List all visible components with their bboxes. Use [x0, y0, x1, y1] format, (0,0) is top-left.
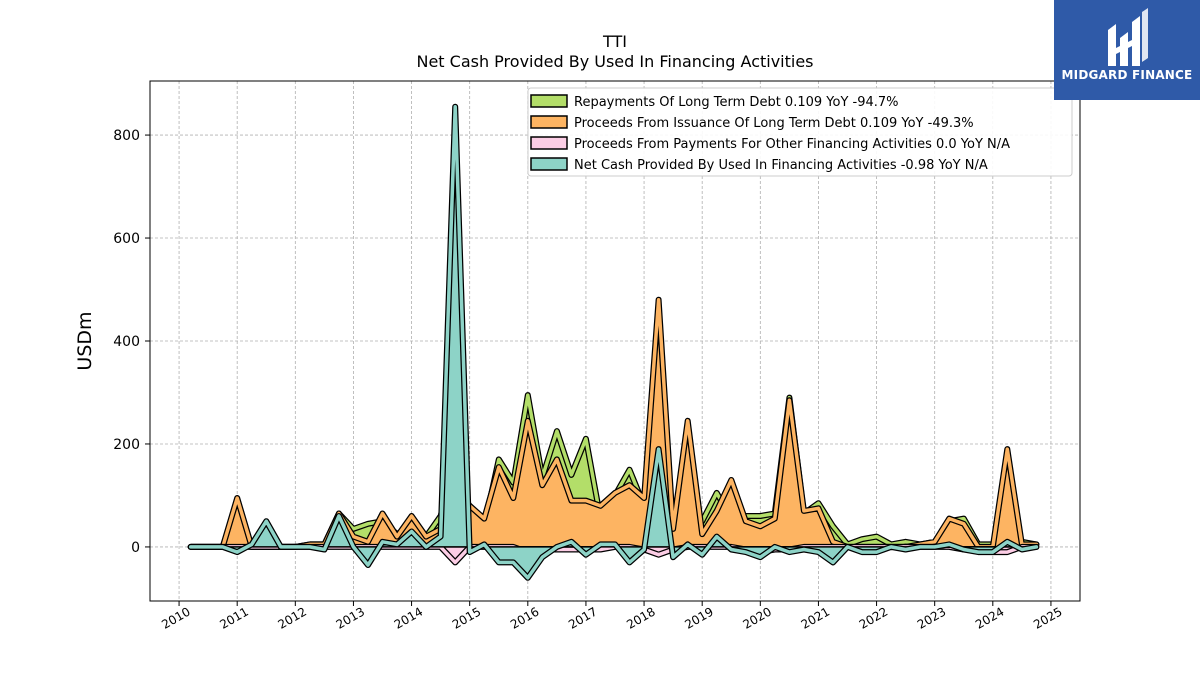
x-tick-label: 2016	[508, 604, 541, 631]
x-tick-label: 2013	[334, 604, 367, 631]
legend-label-3: Net Cash Provided By Used In Financing A…	[574, 158, 988, 173]
x-tick-label: 2022	[857, 604, 890, 631]
x-tick-label: 2012	[275, 604, 308, 631]
x-tick-label: 2019	[682, 604, 715, 631]
x-tick-label: 2021	[799, 604, 832, 631]
logo-text: MIDGARD FINANCE	[1061, 68, 1193, 82]
y-tick-label: 800	[113, 128, 140, 144]
y-tick-label: 600	[113, 231, 140, 247]
series-area-1	[189, 299, 1038, 548]
y-tick-label: 200	[113, 437, 140, 453]
x-tick-label: 2014	[392, 604, 425, 631]
y-axis-label: USDm	[74, 311, 96, 370]
x-tick-label: 2024	[973, 604, 1006, 631]
x-tick-label: 2018	[624, 604, 657, 631]
x-tick-label: 2023	[915, 604, 948, 631]
legend-swatch-3	[530, 157, 568, 171]
x-tick-label: 2011	[217, 604, 250, 631]
series-line-3	[188, 104, 1039, 580]
brand-logo: MIDGARD FINANCE	[1054, 0, 1200, 100]
legend-swatch-2	[530, 136, 568, 150]
legend-swatch-1	[530, 115, 568, 129]
legend-swatch-0	[530, 94, 568, 108]
y-tick-label: 400	[113, 334, 140, 350]
logo-mark-icon	[1108, 8, 1148, 66]
y-tick-label: 0	[131, 540, 140, 556]
legend-label-1: Proceeds From Issuance Of Long Term Debt…	[574, 116, 974, 131]
chart-title: TTI	[602, 32, 627, 51]
x-tick-label: 2010	[159, 604, 192, 631]
legend: Repayments Of Long Term Debt 0.109 YoY -…	[527, 87, 1073, 177]
axes: 2010 2011 2012 2013 2014 2015 2016 2017 2018 2019…	[113, 128, 1064, 632]
series-areas	[187, 103, 1040, 581]
legend-label-0: Repayments Of Long Term Debt 0.109 YoY -…	[574, 95, 899, 110]
x-tick-label: 2020	[740, 604, 773, 631]
legend-box	[527, 87, 1073, 177]
x-tick-label: 2017	[566, 604, 599, 631]
x-tick-label: 2025	[1031, 604, 1064, 631]
legend-label-2: Proceeds From Payments For Other Financi…	[574, 137, 1010, 152]
chart-subtitle: Net Cash Provided By Used In Financing A…	[416, 52, 813, 71]
x-tick-label: 2015	[450, 604, 483, 631]
